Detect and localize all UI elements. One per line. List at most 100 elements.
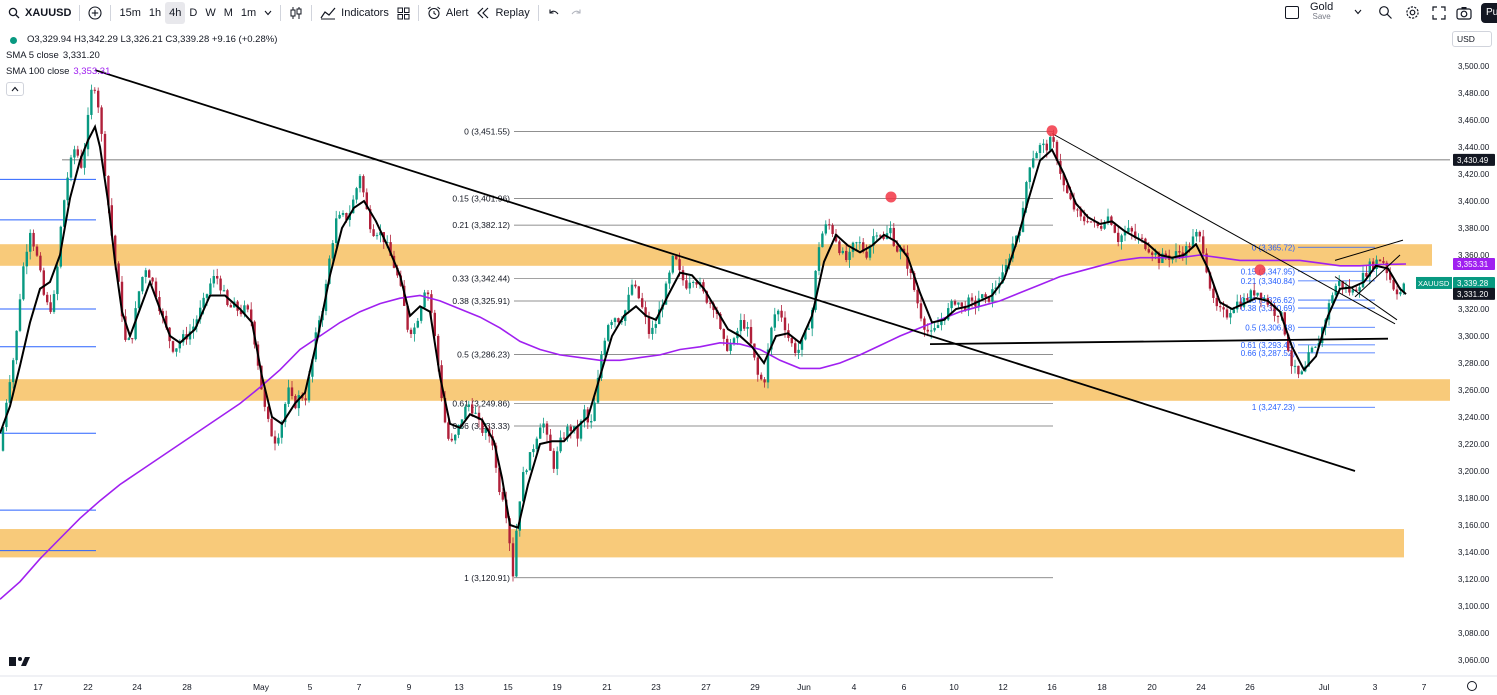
candle-up <box>22 266 25 300</box>
candle-up <box>746 327 749 329</box>
candle-up <box>664 283 668 305</box>
candle-up <box>144 270 147 277</box>
time-tick-label: 26 <box>1245 682 1255 692</box>
currency-selector[interactable]: USD <box>1452 31 1492 47</box>
candle-down <box>1083 216 1086 222</box>
redo-button[interactable] <box>565 2 587 24</box>
timeframe-1m[interactable]: 1m <box>240 7 257 19</box>
fullscreen-icon[interactable] <box>1432 6 1446 20</box>
candle-up <box>651 327 654 334</box>
candle-up <box>596 377 600 403</box>
fib-level-label: 0.15 (3,401.96) <box>452 193 510 203</box>
candle-down <box>46 294 49 303</box>
candle-up <box>814 270 817 310</box>
candle-down <box>1198 231 1201 237</box>
candle-up <box>355 188 358 200</box>
candle-down <box>443 398 447 423</box>
candle-down <box>1079 209 1082 217</box>
candle-down <box>1089 221 1093 223</box>
chart-type-button[interactable] <box>285 2 307 24</box>
candle-down <box>1130 227 1133 232</box>
price-tick-label: 3,100.00 <box>1458 602 1490 611</box>
candle-up <box>66 177 69 201</box>
candle-up <box>539 427 542 439</box>
candle-up <box>515 530 518 577</box>
pivot-marker <box>1254 264 1266 276</box>
layout-toggle[interactable] <box>1285 6 1299 19</box>
candle-up <box>1368 261 1371 277</box>
camera-icon[interactable] <box>1456 6 1472 20</box>
candle-up <box>773 314 776 328</box>
replay-button[interactable]: Replay <box>472 2 533 24</box>
candle-up <box>800 339 804 350</box>
price-badge <box>1453 153 1495 166</box>
sma5-label[interactable]: SMA 5 close <box>6 50 59 61</box>
layout-name-label: Gold <box>1310 1 1334 13</box>
candle-down <box>549 434 552 451</box>
candle-down <box>647 317 651 334</box>
candle-up <box>188 331 192 340</box>
settings-gear-icon[interactable] <box>1405 5 1420 20</box>
candle-down <box>1202 236 1205 254</box>
candle-up <box>658 309 661 325</box>
fib-level-label: 0 (3,451.55) <box>464 126 510 136</box>
templates-button[interactable] <box>393 2 414 24</box>
timeframe-m[interactable]: M <box>223 7 233 19</box>
timeframe-dropdown[interactable] <box>260 2 276 24</box>
candle-down <box>80 155 83 168</box>
quick-search-icon[interactable] <box>1378 5 1393 20</box>
candle-down <box>239 310 243 315</box>
candle-down <box>1072 199 1076 210</box>
logo-part <box>18 657 22 661</box>
candle-down <box>267 406 270 419</box>
price-tick-label: 3,120.00 <box>1458 575 1490 584</box>
candle-down <box>1382 261 1385 263</box>
candle-up <box>420 307 423 321</box>
candle-up <box>413 327 416 335</box>
price-tick-label: 3,240.00 <box>1458 413 1490 422</box>
alert-button[interactable]: Alert <box>423 2 473 24</box>
candle-up <box>525 470 528 473</box>
compare-button[interactable] <box>84 2 106 24</box>
timeframe-15m[interactable]: 15m <box>119 7 141 19</box>
timeframe-4h[interactable]: 4h <box>165 2 186 24</box>
price-badge <box>1453 276 1495 289</box>
candle-down <box>1246 298 1249 301</box>
redo-icon <box>571 9 581 15</box>
timeframe-w[interactable]: W <box>205 7 216 19</box>
candle-down <box>1287 334 1290 351</box>
candle-up <box>607 325 610 341</box>
layout-name[interactable]: Gold Save <box>1310 2 1333 22</box>
sma100-label[interactable]: SMA 100 close <box>6 66 70 77</box>
fib-level-label: 0.33 (3,342.44) <box>452 274 510 284</box>
candle-down <box>219 278 222 291</box>
indicators-button[interactable]: Indicators <box>316 2 393 24</box>
grid-icon <box>397 7 410 19</box>
candle-up <box>25 251 28 267</box>
timeframe-d[interactable]: D <box>189 7 198 19</box>
candle-up <box>1361 272 1365 288</box>
candle-down <box>447 422 450 439</box>
candle-down <box>1147 249 1150 253</box>
price-tick-label: 3,220.00 <box>1458 440 1490 449</box>
legend-collapse-button[interactable] <box>6 82 24 96</box>
candle-down <box>365 192 368 210</box>
undo-button[interactable] <box>543 2 565 24</box>
fib-level-label: 0.61 (3,293.45) <box>1241 341 1296 350</box>
layout-chevron-icon[interactable] <box>1354 9 1362 15</box>
candle-down <box>1392 279 1395 290</box>
candle-down <box>49 302 52 312</box>
publish-button[interactable]: Pu <box>1481 3 1497 23</box>
symbol-search[interactable]: XAUUSD <box>4 2 75 24</box>
candle-up <box>777 310 780 315</box>
candle-down <box>964 306 967 311</box>
timeframe-1h[interactable]: 1h <box>148 7 162 19</box>
candle-up <box>1338 280 1341 286</box>
candle-down <box>501 492 504 500</box>
candle-down <box>1208 272 1212 289</box>
candles-icon <box>290 7 302 19</box>
search-icon <box>8 7 20 19</box>
candle-up <box>1351 289 1354 293</box>
fib-level-label: 0.66 (3,287.52) <box>1241 349 1296 358</box>
